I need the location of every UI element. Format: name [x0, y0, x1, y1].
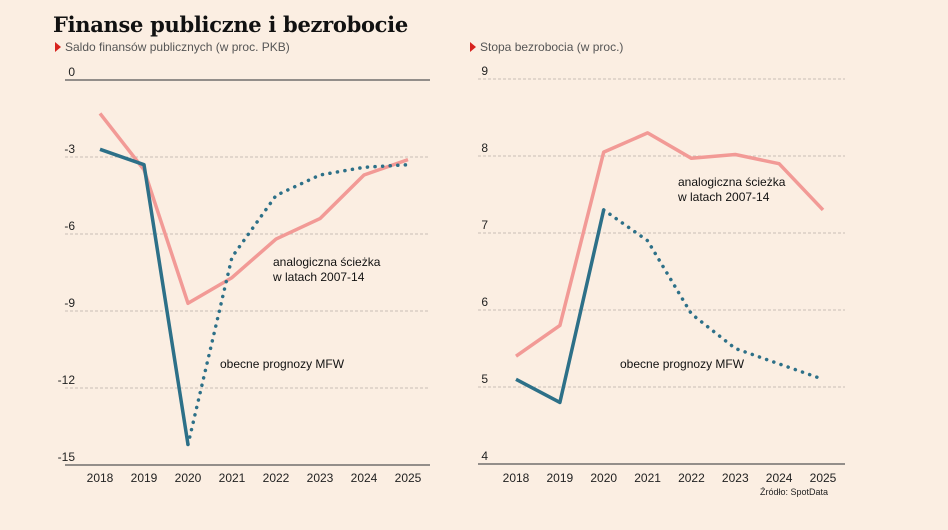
annotation-analog-line1: analogiczna ścieżka	[273, 255, 381, 269]
series-line-forecast-projection	[186, 162, 410, 447]
x-tick-label: 2019	[547, 471, 574, 485]
y-tick-label: 5	[481, 372, 488, 386]
x-tick-label: 2021	[634, 471, 661, 485]
x-tick-label: 2018	[503, 471, 530, 485]
series-line-forecast-actual	[515, 209, 606, 405]
source-note: Źródło: SpotData	[759, 487, 828, 497]
right-chart-subtitle: Stopa bezrobocia (w proc.)	[470, 40, 623, 54]
y-tick-label: -9	[64, 296, 75, 310]
x-tick-label: 2022	[678, 471, 705, 485]
series-line-forecast-actual	[99, 147, 190, 445]
page-title: Finanse publiczne i bezrobocie	[53, 12, 408, 37]
left-chart-subtitle: Saldo finansów publicznych (w proc. PKB)	[55, 40, 290, 54]
x-tick-label: 2023	[307, 471, 334, 485]
x-tick-label: 2025	[810, 471, 837, 485]
x-tick-label: 2022	[263, 471, 290, 485]
chart-public-finance-balance: 0 -3 -6 -9 -12 -15 2018 2019 2020 2021 2022 2023 202…	[58, 65, 430, 485]
annotation-forecast: obecne prognozy MFW	[220, 357, 345, 371]
x-tick-label: 2025	[395, 471, 422, 485]
y-tick-label: 7	[481, 218, 488, 232]
x-tick-label: 2023	[722, 471, 749, 485]
annotation-analog-line2: w latach 2007-14	[272, 270, 365, 284]
x-tick-label: 2020	[175, 471, 202, 485]
y-tick-label: -3	[64, 142, 75, 156]
x-tick-label: 2020	[590, 471, 617, 485]
right-chart-subtitle-text: Stopa bezrobocia (w proc.)	[480, 40, 624, 54]
triangle-marker-icon	[470, 42, 476, 52]
annotation-analog-line2: w latach 2007-14	[677, 190, 770, 204]
y-tick-label: -15	[58, 450, 76, 464]
x-tick-label: 2019	[131, 471, 158, 485]
y-tick-label: -12	[58, 373, 76, 387]
annotation-forecast: obecne prognozy MFW	[620, 357, 745, 371]
x-tick-label: 2024	[766, 471, 793, 485]
chart-unemployment-rate: 9 8 7 6 5 4 2018 2019 2020 2021 2022 2023 2024 2025 an…	[478, 64, 845, 485]
y-tick-label: -6	[64, 219, 75, 233]
y-tick-label: 6	[481, 295, 488, 309]
y-tick-label: 4	[481, 449, 488, 463]
series-line-analog	[98, 112, 409, 306]
left-chart-subtitle-text: Saldo finansów publicznych (w proc. PKB)	[65, 40, 290, 54]
series-line-analog	[514, 131, 825, 358]
triangle-marker-icon	[55, 42, 61, 52]
annotation-analog-line1: analogiczna ścieżka	[678, 175, 786, 189]
y-tick-label: 9	[481, 64, 488, 78]
y-tick-label: 8	[481, 141, 488, 155]
x-tick-label: 2018	[87, 471, 114, 485]
x-tick-label: 2024	[351, 471, 378, 485]
x-tick-label: 2021	[219, 471, 246, 485]
series-line-forecast-projection	[601, 208, 825, 382]
y-tick-label: 0	[68, 65, 75, 79]
